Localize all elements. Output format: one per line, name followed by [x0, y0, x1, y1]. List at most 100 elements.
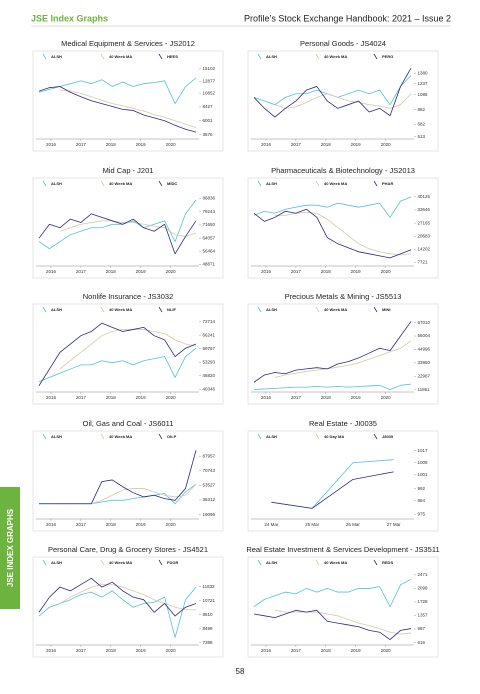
x-tick-label: 2016: [46, 522, 57, 527]
y-tick-label: 513: [418, 134, 426, 139]
series-line: [59, 329, 197, 370]
legend-label: ALSH: [51, 434, 62, 439]
x-tick-label: 2019: [136, 269, 147, 274]
chart-frame: [32, 177, 224, 279]
legend-swatch: [158, 433, 163, 440]
x-tick-label: 2016: [46, 142, 57, 147]
chart-title: Medical Equipment & Services - JS2012: [61, 39, 195, 48]
y-tick-label: 40346: [203, 386, 216, 391]
legend-label: OILP: [167, 434, 177, 439]
legend-label: ALSH: [51, 54, 62, 59]
series-line: [59, 89, 197, 128]
x-tick-label: 2020: [166, 522, 177, 527]
series-line: [38, 77, 197, 105]
legend-label: 40 Week MA: [324, 54, 347, 59]
x-tick-label: 2019: [351, 269, 362, 274]
legend-label: 40 Week MA: [324, 560, 347, 565]
x-tick-label: 2018: [321, 648, 332, 653]
x-tick-label: 2020: [166, 269, 177, 274]
y-tick-label: 15102: [203, 66, 216, 71]
y-tick-label: 59767: [203, 346, 216, 351]
y-tick-label: 1086: [418, 92, 429, 97]
y-tick-label: 64057: [203, 235, 216, 240]
x-tick-label: 2018: [321, 269, 332, 274]
x-tick-label: 2018: [106, 648, 117, 653]
y-tick-label: 33950: [418, 360, 431, 365]
series-line: [253, 67, 412, 118]
chart-frame: [247, 303, 439, 405]
legend-label: 40 Week MA: [324, 181, 347, 186]
legend-swatch: [100, 53, 105, 60]
legend-swatch: [315, 559, 320, 566]
legend-label: 40 Day MA: [324, 434, 344, 439]
x-tick-label: 2017: [76, 269, 87, 274]
chart-title: Personal Goods - JS4024: [300, 39, 386, 48]
series-line: [271, 471, 394, 509]
y-tick-label: 1380: [418, 70, 429, 75]
legend-swatch: [257, 53, 262, 60]
series-line: [253, 578, 412, 608]
legend-label: HEES: [167, 54, 178, 59]
y-tick-label: 2099: [418, 586, 429, 591]
chart-frame: [247, 556, 439, 658]
chart-title: Real Estate - JI0035: [309, 419, 377, 428]
chart-frame: [32, 50, 224, 152]
legend-swatch: [100, 306, 105, 313]
x-tick-label: 2016: [46, 648, 57, 653]
legend-swatch: [42, 559, 47, 566]
legend-label: FDOR: [167, 560, 178, 565]
series-line: [38, 322, 197, 386]
legend-label: ALSH: [266, 181, 277, 186]
y-tick-label: 48871: [203, 262, 216, 267]
legend-swatch: [315, 433, 320, 440]
y-tick-label: 1001: [418, 472, 429, 477]
y-tick-label: 36312: [203, 497, 216, 502]
legend-label: ALSH: [51, 181, 62, 186]
y-tick-label: 44996: [418, 347, 431, 352]
legend-label: ALSH: [51, 560, 62, 565]
y-tick-label: 11861: [418, 387, 431, 392]
x-tick-label: 2018: [106, 395, 117, 400]
series-line: [38, 213, 197, 255]
legend-swatch: [315, 306, 320, 313]
y-tick-label: 67010: [418, 320, 431, 325]
y-tick-label: 7388: [203, 640, 214, 645]
y-tick-label: 70743: [203, 468, 216, 473]
series-line: [38, 586, 197, 638]
legend-swatch: [42, 53, 47, 60]
header-left: JSE Index Graphs: [31, 13, 108, 23]
y-tick-label: 8427: [203, 104, 214, 109]
chart-title: Oil, Gas and Coal - JS6011: [83, 419, 174, 428]
x-tick-label: 2017: [76, 648, 87, 653]
legend-label: NLIF: [167, 307, 176, 312]
legend-swatch: [315, 53, 320, 60]
y-tick-label: 7721: [418, 260, 429, 265]
legend-swatch: [373, 433, 378, 440]
x-tick-label: 25 Mar: [305, 522, 320, 527]
x-tick-label: 2018: [321, 142, 332, 147]
legend-label: PHAR: [382, 181, 393, 186]
series-line: [274, 609, 412, 635]
legend-swatch: [42, 306, 47, 313]
legend-label: PERG: [382, 54, 393, 59]
legend-swatch: [100, 433, 105, 440]
side-tab: [0, 487, 20, 609]
x-tick-label: 2017: [291, 395, 302, 400]
x-tick-label: 2020: [381, 648, 392, 653]
x-tick-label: 2016: [261, 269, 272, 274]
x-tick-label: 2020: [166, 648, 177, 653]
chart-frame: [32, 556, 224, 658]
x-tick-label: 2020: [381, 269, 392, 274]
legend-label: REDS: [382, 560, 393, 565]
y-tick-label: 10721: [203, 598, 216, 603]
legend-label: MIDC: [167, 181, 177, 186]
y-tick-label: 19096: [203, 512, 216, 517]
y-tick-label: 992: [418, 486, 426, 491]
y-tick-label: 616: [418, 640, 426, 645]
legend-swatch: [158, 559, 163, 566]
y-tick-label: 1009: [418, 460, 429, 465]
y-tick-label: 9610: [203, 612, 214, 617]
chart-title: Pharmaceuticals & Biotechnology - JS2013: [271, 166, 415, 175]
x-tick-label: 26 Mar: [346, 522, 361, 527]
legend-swatch: [257, 559, 262, 566]
